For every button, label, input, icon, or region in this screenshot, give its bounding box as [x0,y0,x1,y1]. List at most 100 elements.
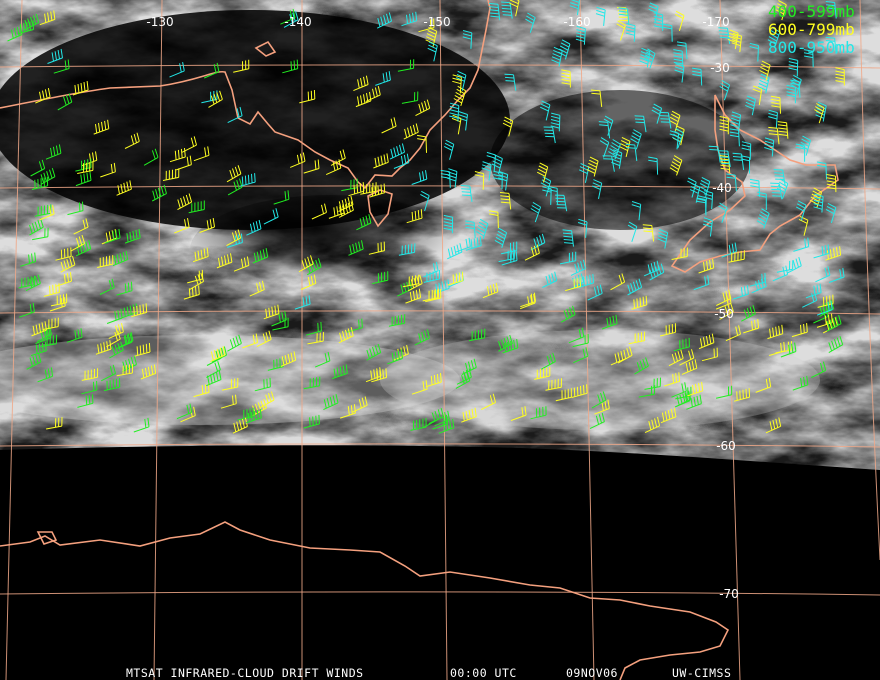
wind-barb [565,277,582,292]
wind-barb [26,353,42,370]
wind-barb [569,0,580,16]
wind-barb [72,81,89,96]
wind-barb [403,123,419,140]
wind-barb [500,241,518,255]
wind-barb [671,382,687,398]
wind-barb [55,247,72,261]
wind-barb [60,255,76,273]
wind-barb [764,137,775,157]
wind-barb [401,11,418,27]
wind-barb [601,314,618,330]
wind-barb [455,371,471,389]
wind-barb [819,300,835,317]
wind-barb [282,59,299,74]
wind-barb [719,79,731,101]
wind-barb [104,228,121,244]
wind-barb [406,209,423,224]
wind-barb [193,146,210,162]
wind-barb [423,269,440,283]
wind-barb [20,252,37,267]
wind-barb [798,215,809,236]
wind-barb [482,282,499,299]
wind-barb [176,155,192,171]
wind-barb [227,334,242,352]
wind-barb [602,155,615,172]
wind-barb [716,289,732,306]
wind-barb [555,388,572,402]
wind-barb [835,67,845,86]
wind-barb [99,278,115,295]
wind-barb [371,368,388,383]
wind-barb [816,313,833,328]
wind-barb [338,195,354,212]
wind-barb [692,67,703,86]
wind-barb [550,112,561,132]
wind-barb [617,346,633,364]
wind-barb [743,319,760,334]
wind-barb [767,27,781,48]
wind-barb [332,364,348,380]
wind-barb [73,218,89,235]
wind-barb [47,48,63,64]
wind-barb [206,361,221,379]
wind-barb [625,23,636,42]
wind-barb [263,208,279,225]
wind-barb [792,375,809,391]
wind-barb [644,260,660,277]
wind-barb [679,349,695,366]
wind-barb [93,119,110,135]
wind-barb [49,297,66,312]
wind-barb [536,162,549,183]
wind-barb [452,74,462,94]
wind-barb [660,407,677,424]
wind-barb [627,221,638,242]
wind-barb [393,344,409,361]
wind-barb [768,126,780,145]
wind-barb [201,90,218,104]
wind-barb [715,385,733,399]
wind-barb [340,404,356,419]
wind-barb [46,417,63,430]
wind-barb [397,59,415,72]
wind-barb [249,280,265,297]
wind-barb [307,332,324,345]
wind-barb [571,384,588,398]
wind-barb [590,89,603,107]
wind-barb [353,75,369,92]
wind-barb [543,126,556,144]
wind-barb [455,237,471,253]
wind-barb [639,47,651,68]
wind-barb [545,378,562,391]
wind-barb [174,218,190,234]
wind-barb [449,102,460,122]
wind-barb [315,351,331,368]
wind-barb [701,347,718,362]
wind-barb [338,326,354,344]
wind-barb [731,32,742,53]
wind-barb [648,2,659,23]
latitude-label: -60 [716,439,736,453]
wind-barb [693,275,710,291]
wind-barb [659,323,677,337]
wind-barb [768,109,778,129]
wind-barb [425,26,438,47]
wind-barb [488,2,501,21]
wind-barb [81,368,99,381]
wind-barb [183,285,200,300]
wind-barb [687,381,704,397]
wind-barb [81,151,98,167]
wind-barb [372,271,389,285]
wind-barb [664,372,681,387]
wind-barb [817,294,834,308]
wind-barb [341,178,358,192]
wind-barb [355,91,372,108]
wind-barb [595,6,606,26]
wind-barb [443,139,455,160]
wind-barb [719,116,729,135]
wind-barb [703,190,714,210]
wind-barb [491,154,503,175]
wind-barb [767,324,784,340]
wind-barb [134,342,151,357]
wind-barb [77,394,94,408]
